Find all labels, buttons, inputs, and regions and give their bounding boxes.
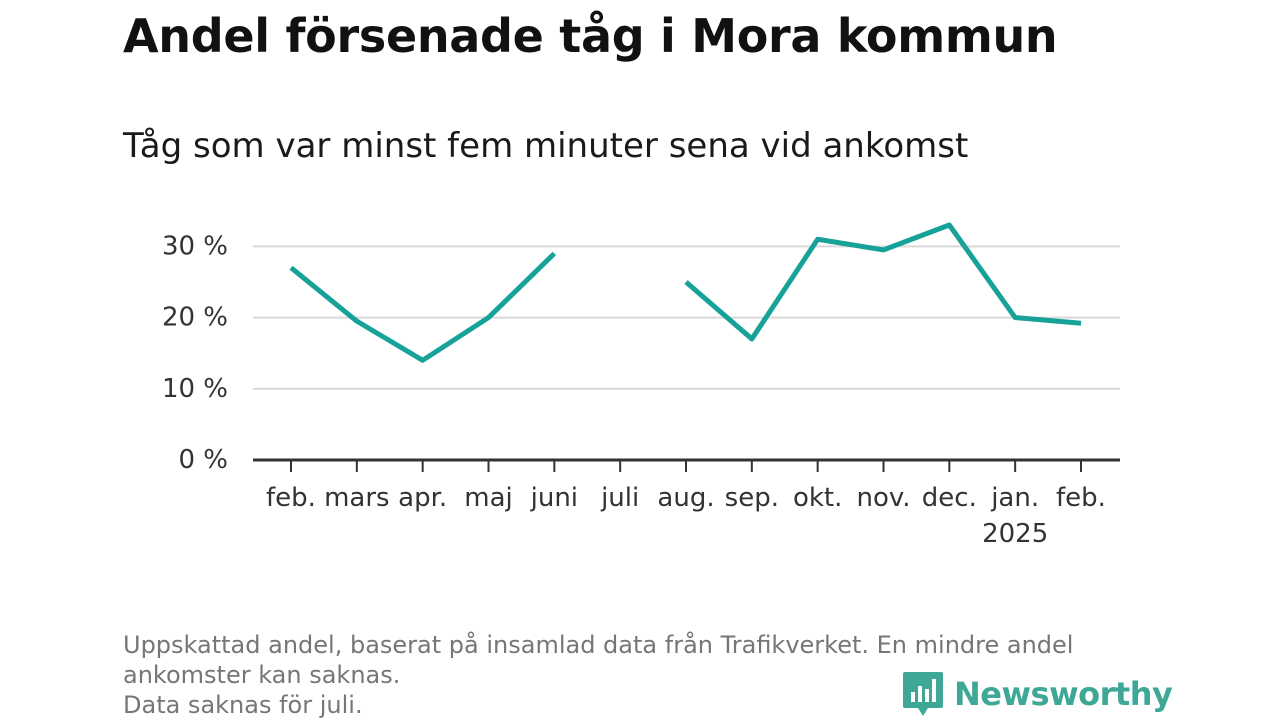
x-tick-label: okt. [793,483,842,513]
series-line-segment [684,222,1082,342]
newsworthy-bar-chart-icon [903,672,943,716]
x-tick-label: maj [464,483,512,513]
x-axis-tick-labels: feb. mars apr. maj juni juli aug. sep. okt. nov. d… [266,483,1106,549]
x-tick-label: sep. [725,483,779,513]
x-tick-label: aug. [657,483,714,513]
series-line [289,222,1082,363]
chart-title: Andel försenade tåg i Mora kommun [123,9,1058,63]
x-tick-label: jan. [990,483,1039,513]
x-tick-label: feb. [266,483,316,513]
brand-name: Newsworthy [954,675,1173,713]
x-tick-label: nov. [856,483,910,513]
x-tick-label: apr. [398,483,447,513]
y-tick-label: 10 % [162,374,228,404]
x-tick-label: feb. [1056,483,1106,513]
series-line-segment [289,251,557,363]
chart-subtitle: Tåg som var minst fem minuter sena vid a… [123,126,969,166]
grid-lines [253,245,1120,390]
x-tick-label: dec. [922,483,977,513]
y-tick-label: 0 % [178,445,228,475]
x-axis [253,458,1120,472]
y-axis-tick-labels: 0 % 10 % 20 % 30 % [162,231,228,475]
footnote-line-1: Uppskattad andel, baserat på insamlad da… [123,631,1074,689]
x-year-label: 2025 [982,519,1048,549]
footnote-line-2: Data saknas för juli. [123,691,363,719]
y-tick-label: 30 % [162,231,228,261]
footnote: Uppskattad andel, baserat på insamlad da… [123,630,1163,720]
line-chart: 0 % 10 % 20 % 30 % feb. mars apr. maj juni juli a… [162,222,1120,549]
x-tick-label: juni [530,483,578,513]
x-tick-label: mars [324,483,390,513]
x-tick-label: juli [600,483,639,513]
brand-logo: Newsworthy [902,670,1173,718]
y-tick-label: 20 % [162,303,228,333]
